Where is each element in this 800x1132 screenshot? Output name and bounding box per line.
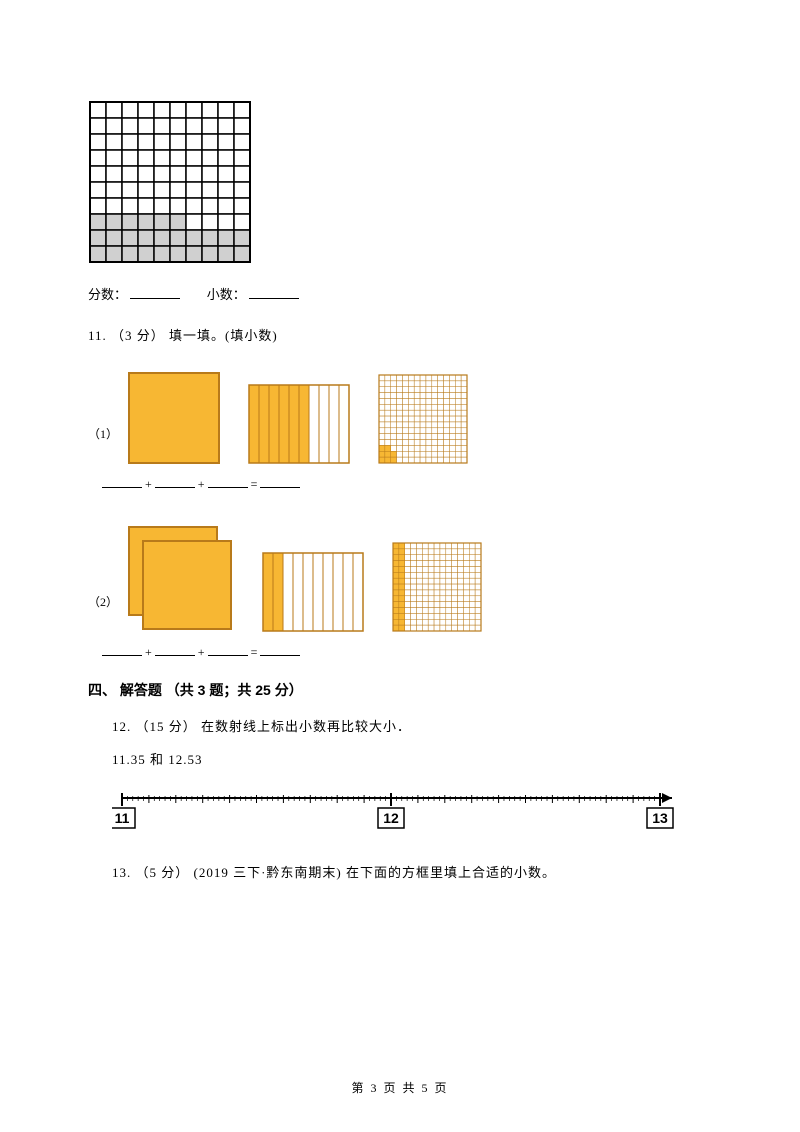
q11-sub2-label: （2） bbox=[88, 593, 118, 638]
q11-sub1-label: （1） bbox=[88, 425, 118, 470]
hundredths-fig-1 bbox=[378, 374, 468, 464]
q11-2-blank-b[interactable] bbox=[155, 642, 195, 656]
q11-2-blank-a[interactable] bbox=[102, 642, 142, 656]
plus-2a: + bbox=[145, 645, 152, 659]
tenths-fig-1 bbox=[248, 384, 350, 464]
two-squares-fig bbox=[128, 526, 234, 632]
section4-title: 四、 解答题 （共 3 题；共 25 分） bbox=[88, 680, 712, 700]
tenths-fig-2 bbox=[262, 552, 364, 632]
hundredths-fig-2 bbox=[392, 542, 482, 632]
plus-2b: + bbox=[198, 645, 205, 659]
q13-text: 13. （5 分） (2019 三下·黔东南期末) 在下面的方框里填上合适的小数… bbox=[88, 862, 712, 881]
decimal-label: 小数： bbox=[207, 287, 246, 302]
eq-2: = bbox=[251, 645, 258, 659]
page-footer: 第 3 页 共 5 页 bbox=[0, 1079, 800, 1096]
q11-1-blank-c[interactable] bbox=[208, 474, 248, 488]
eq-1: = bbox=[251, 477, 258, 491]
svg-text:12: 12 bbox=[383, 810, 399, 826]
svg-text:13: 13 bbox=[652, 810, 668, 826]
q12-line2: 11.35 和 12.53 bbox=[88, 749, 712, 768]
unit-square-fig bbox=[128, 372, 220, 464]
fraction-blank[interactable] bbox=[130, 285, 180, 299]
q11-2-blank-d[interactable] bbox=[260, 642, 300, 656]
top-grid-figure bbox=[88, 100, 712, 264]
decimal-blank[interactable] bbox=[249, 285, 299, 299]
plus-1b: + bbox=[198, 477, 205, 491]
q12-line1: 12. （15 分） 在数射线上标出小数再比较大小． bbox=[88, 716, 712, 735]
q11-text: 11. （3 分） 填一填。(填小数) bbox=[88, 325, 712, 344]
q11-2-blank-c[interactable] bbox=[208, 642, 248, 656]
q11-1-blank-d[interactable] bbox=[260, 474, 300, 488]
fraction-label: 分数： bbox=[88, 287, 127, 302]
q11-eq1: + + = bbox=[102, 474, 712, 492]
numberline-svg: 11 12 13 bbox=[112, 786, 692, 836]
fraction-decimal-line: 分数： 小数： bbox=[88, 284, 712, 303]
q11-1-blank-b[interactable] bbox=[155, 474, 195, 488]
numberline-figure: 11 12 13 bbox=[88, 786, 712, 836]
svg-text:11: 11 bbox=[115, 810, 130, 826]
q11-eq2: + + = bbox=[102, 642, 712, 660]
q11-1-blank-a[interactable] bbox=[102, 474, 142, 488]
plus-1a: + bbox=[145, 477, 152, 491]
top-grid-svg bbox=[88, 100, 252, 264]
